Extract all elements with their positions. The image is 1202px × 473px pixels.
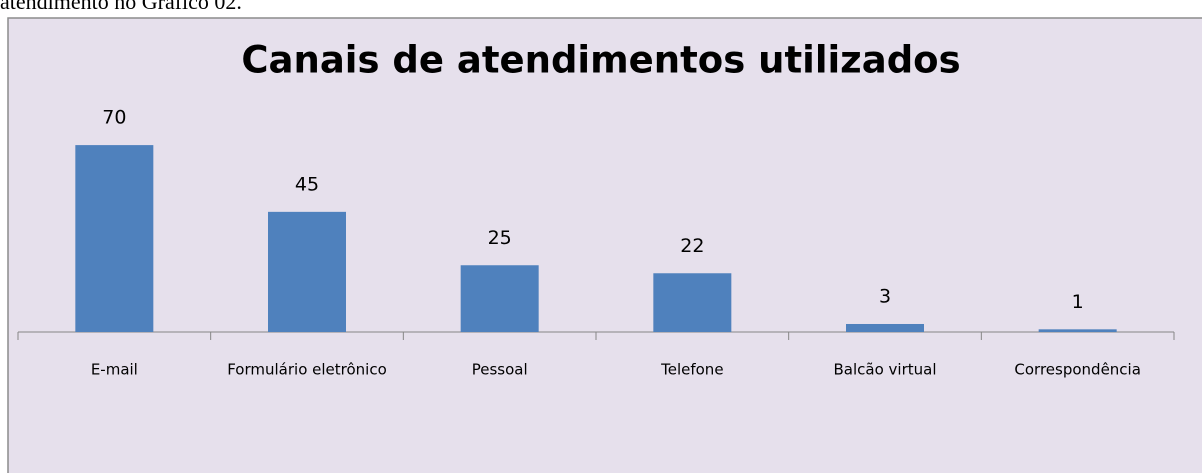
data-label: 22 (680, 235, 704, 257)
x-tick-label: Correspondência (1014, 361, 1141, 379)
bar (460, 265, 539, 332)
bar (653, 273, 732, 332)
data-label: 3 (879, 285, 891, 307)
data-label: 45 (295, 173, 319, 195)
bar (268, 211, 346, 332)
data-label: 70 (102, 107, 126, 129)
x-tick-label: Balcão virtual (834, 361, 937, 379)
x-tick-label: Pessoal (472, 361, 528, 379)
page-text: atendimento no Gráfico 02. (0, 0, 242, 14)
x-tick-label: Telefone (660, 361, 723, 379)
chart-title: Canais de atendimentos utilizados (241, 39, 960, 82)
x-tick-label: E-mail (91, 361, 138, 379)
x-tick-label: Formulário eletrônico (227, 361, 387, 379)
bar (846, 323, 924, 332)
bar (1038, 329, 1117, 332)
data-label: 1 (1072, 291, 1084, 313)
bar (75, 145, 154, 332)
data-label: 25 (488, 227, 512, 249)
chart-area (7, 17, 1202, 473)
